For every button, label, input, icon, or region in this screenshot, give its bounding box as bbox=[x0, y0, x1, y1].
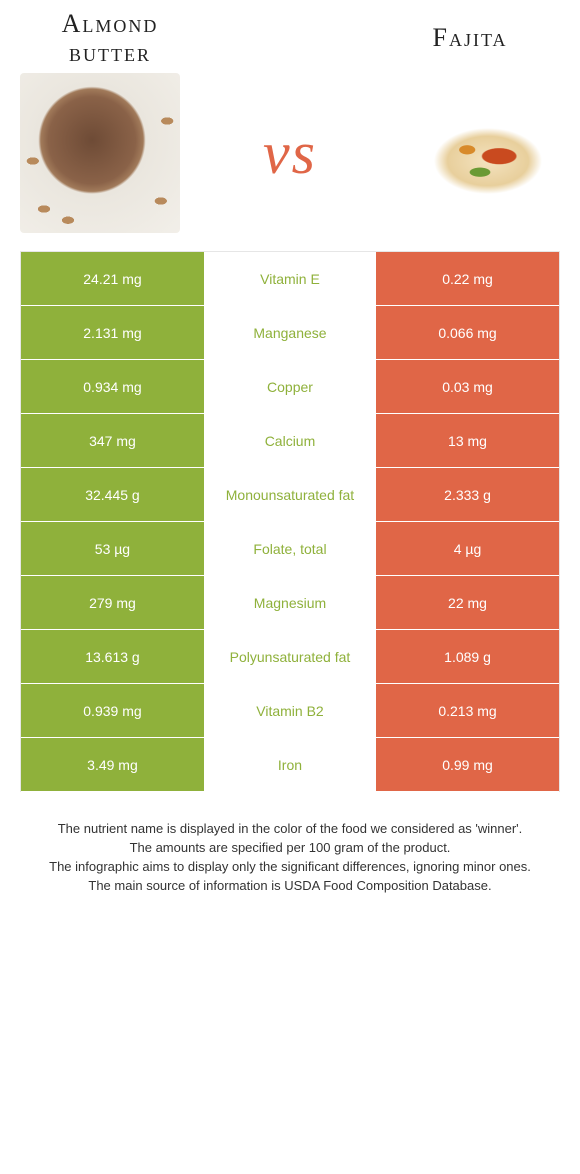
right-value: 0.066 mg bbox=[376, 306, 559, 359]
left-food-title: Almond butter bbox=[20, 10, 200, 67]
table-row: 347 mgCalcium13 mg bbox=[21, 414, 559, 468]
right-value: 22 mg bbox=[376, 576, 559, 629]
right-value: 0.22 mg bbox=[376, 252, 559, 305]
infographic-container: Almond butter vs Fajita vs 24.21 mgVitam… bbox=[0, 0, 580, 916]
footer-line: The infographic aims to display only the… bbox=[34, 858, 546, 877]
table-row: 0.934 mgCopper0.03 mg bbox=[21, 360, 559, 414]
footer-line: The main source of information is USDA F… bbox=[34, 877, 546, 896]
footer-line: The amounts are specified per 100 gram o… bbox=[34, 839, 546, 858]
left-value: 347 mg bbox=[21, 414, 204, 467]
left-value: 53 µg bbox=[21, 522, 204, 575]
left-value: 13.613 g bbox=[21, 630, 204, 683]
right-value: 0.213 mg bbox=[376, 684, 559, 737]
footer-notes: The nutrient name is displayed in the co… bbox=[20, 820, 560, 895]
left-value: 279 mg bbox=[21, 576, 204, 629]
nutrient-table: 24.21 mgVitamin E0.22 mg2.131 mgManganes… bbox=[20, 251, 560, 792]
left-value: 0.934 mg bbox=[21, 360, 204, 413]
left-value: 32.445 g bbox=[21, 468, 204, 521]
table-row: 3.49 mgIron0.99 mg bbox=[21, 738, 559, 792]
left-value: 2.131 mg bbox=[21, 306, 204, 359]
nutrient-label: Manganese bbox=[204, 306, 376, 359]
table-row: 53 µgFolate, total4 µg bbox=[21, 522, 559, 576]
nutrient-label: Polyunsaturated fat bbox=[204, 630, 376, 683]
nutrient-label: Folate, total bbox=[204, 522, 376, 575]
left-value: 3.49 mg bbox=[21, 738, 204, 791]
fajita-image bbox=[400, 73, 560, 233]
right-value: 0.03 mg bbox=[376, 360, 559, 413]
nutrient-label: Vitamin E bbox=[204, 252, 376, 305]
table-row: 279 mgMagnesium22 mg bbox=[21, 576, 559, 630]
nutrient-label: Monounsaturated fat bbox=[204, 468, 376, 521]
right-value: 2.333 g bbox=[376, 468, 559, 521]
right-value: 4 µg bbox=[376, 522, 559, 575]
nutrient-label: Magnesium bbox=[204, 576, 376, 629]
nutrient-label: Iron bbox=[204, 738, 376, 791]
nutrient-label: Copper bbox=[204, 360, 376, 413]
vs-label: vs bbox=[249, 119, 331, 188]
footer-line: The nutrient name is displayed in the co… bbox=[34, 820, 546, 839]
nutrient-label: Calcium bbox=[204, 414, 376, 467]
table-row: 13.613 gPolyunsaturated fat1.089 g bbox=[21, 630, 559, 684]
nutrient-label: Vitamin B2 bbox=[204, 684, 376, 737]
right-value: 1.089 g bbox=[376, 630, 559, 683]
right-value: 13 mg bbox=[376, 414, 559, 467]
table-row: 0.939 mgVitamin B20.213 mg bbox=[21, 684, 559, 738]
almond-butter-image bbox=[20, 73, 180, 233]
table-row: 2.131 mgManganese0.066 mg bbox=[21, 306, 559, 360]
table-row: 24.21 mgVitamin E0.22 mg bbox=[21, 252, 559, 306]
header: Almond butter vs Fajita bbox=[20, 10, 560, 67]
left-value: 24.21 mg bbox=[21, 252, 204, 305]
table-row: 32.445 gMonounsaturated fat2.333 g bbox=[21, 468, 559, 522]
images-row: vs bbox=[20, 73, 560, 233]
right-value: 0.99 mg bbox=[376, 738, 559, 791]
right-food-title: Fajita bbox=[380, 24, 560, 53]
left-value: 0.939 mg bbox=[21, 684, 204, 737]
